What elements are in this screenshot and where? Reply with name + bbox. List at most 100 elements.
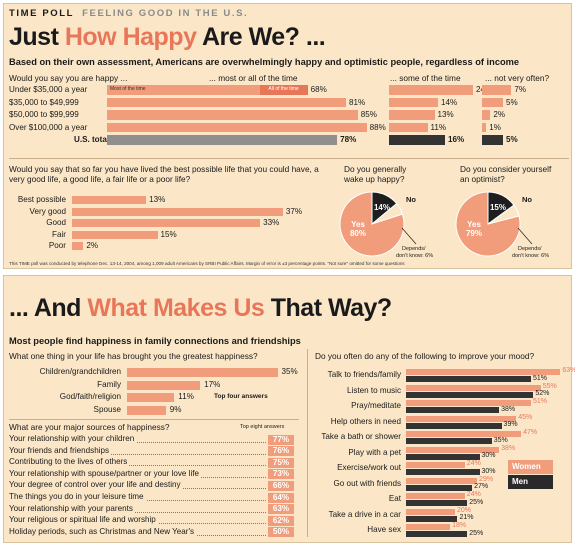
- mood-men-value: 25%: [469, 529, 484, 537]
- mood-men-bar: [406, 422, 502, 429]
- pie-slice-yes: [339, 191, 405, 257]
- life-value: 2%: [86, 241, 99, 251]
- life-label: Poor: [48, 241, 66, 251]
- source-leader: [12, 453, 266, 455]
- mood-men-value: 35%: [493, 436, 508, 444]
- mood-men-bar: [406, 391, 534, 398]
- greatest-value: 35%: [281, 367, 298, 376]
- life-bar: [72, 219, 261, 228]
- happiness-panel: TIME POLL FEELING GOOD IN THE U.S. Just …: [3, 3, 572, 269]
- greatest-label: God/faith/religion: [59, 392, 121, 402]
- pie-slice-yes: [455, 191, 521, 257]
- mood-women-bar: [406, 446, 500, 453]
- mood-men-bar: [406, 407, 500, 413]
- mood-men-bar: [406, 484, 473, 491]
- mood-women-value: 24%: [466, 460, 481, 467]
- source-value: 62%: [268, 515, 294, 526]
- life-value: 15%: [160, 229, 177, 239]
- mood-women-bar: [406, 508, 455, 515]
- pie-no-value: 15%: [490, 203, 506, 212]
- mood-label: Exercise/work out: [337, 463, 401, 472]
- some-value: 11%: [430, 122, 447, 132]
- source-leader: [12, 442, 266, 443]
- inbar-label-all: All of the time: [268, 86, 299, 92]
- mood-men-bar: [406, 438, 492, 444]
- source-value: 64%: [268, 492, 294, 503]
- mood-label: Pray/meditate: [351, 401, 401, 410]
- life-label: Very good: [29, 206, 66, 216]
- title-part-2: How Happy: [64, 23, 197, 51]
- pie-leader-line: [401, 227, 417, 245]
- greatest-value: 17%: [204, 379, 221, 389]
- mood-women-value: 63%: [562, 367, 575, 374]
- most-value: 85%: [360, 110, 377, 119]
- top-four-note: Top four answers: [214, 393, 268, 400]
- question-best-life: Would you say that so far you have lived…: [9, 164, 319, 184]
- question-happy: Would you say you are happy ...: [9, 73, 128, 83]
- question-wake-up-happy: Do you generally wake up happy?: [344, 164, 407, 184]
- pie-yes-label: Yes: [467, 220, 481, 229]
- not-bar: [482, 122, 487, 132]
- some-value: 14%: [441, 97, 458, 107]
- some-bar: [389, 97, 438, 107]
- life-bar: [72, 207, 283, 216]
- title2-part-2: What Makes Us: [87, 294, 265, 322]
- some-bar: [389, 135, 445, 145]
- mood-women-bar: [406, 369, 561, 375]
- legend-men: Men: [508, 475, 553, 489]
- not-value: 5%: [506, 97, 518, 107]
- source-leader: [12, 511, 266, 513]
- kicker-time-poll: TIME POLL: [9, 8, 74, 19]
- legend-men-label: Men: [512, 477, 528, 486]
- mood-women-value: 45%: [518, 413, 533, 421]
- subtitle: Based on their own assessment, Americans…: [9, 57, 520, 67]
- life-label: Good: [46, 218, 66, 228]
- mood-women-value: 18%: [452, 522, 467, 529]
- source-label: Your relationship with your children: [9, 434, 137, 443]
- mood-men-value: 30%: [481, 467, 496, 475]
- life-value: 13%: [149, 195, 166, 204]
- title2-part-1: ... And: [9, 294, 88, 322]
- source-label: Your degree of control over your life an…: [9, 480, 183, 490]
- income-label: Over $100,000 a year: [9, 122, 88, 132]
- pie-no-label: No: [522, 195, 532, 204]
- not-bar: [482, 85, 512, 95]
- life-value: 33%: [263, 218, 280, 228]
- most-bar: [107, 85, 308, 95]
- sources-panel: ... And What Makes Us That Way? Most peo…: [3, 275, 575, 543]
- question-major-sources: What are your major sources of happiness…: [9, 422, 170, 432]
- question-improve-mood: Do you often do any of the following to …: [315, 351, 535, 361]
- some-bar: [389, 122, 428, 132]
- pie-yes-value: 80%: [350, 229, 366, 238]
- mood-label: Listen to music: [347, 385, 401, 395]
- mood-label: Take a drive in a car: [328, 509, 401, 519]
- mood-women-bar: [406, 462, 465, 468]
- mood-women-bar: [406, 431, 522, 437]
- income-label: U.S. total: [74, 135, 110, 144]
- source-label: Your relationship with spouse/partner or…: [9, 468, 202, 478]
- source-label: Holiday periods, such as Christmas and N…: [9, 526, 197, 536]
- not-bar: [482, 110, 491, 120]
- column-header-not: ... not very often?: [485, 73, 550, 83]
- most-value: 81%: [348, 97, 366, 107]
- greatest-label: Spouse: [93, 404, 121, 414]
- divider: [9, 158, 569, 159]
- income-label: $35,000 to $49,999: [9, 97, 79, 107]
- income-label: $50,000 to $99,999: [9, 110, 79, 119]
- title-part-1: Just: [9, 23, 65, 51]
- source-label: Contributing to the lives of others: [9, 457, 130, 467]
- section-title: ... And What Makes Us That Way?: [9, 294, 392, 323]
- not-value: 5%: [506, 135, 518, 144]
- mood-men-value: 30%: [481, 452, 496, 459]
- pie-depends-label: Depends/: [518, 246, 542, 252]
- greatest-value: 9%: [169, 404, 182, 414]
- greatest-value: 11%: [178, 392, 194, 402]
- section-subtitle: Most people find happiness in family con…: [9, 336, 301, 346]
- question-optimist: Do you consider yourself an optimist?: [460, 164, 552, 184]
- title2-part-3: That Way?: [264, 294, 392, 322]
- mood-men-value: 25%: [469, 498, 484, 506]
- source-value: 76%: [268, 446, 294, 457]
- pie-yes-value: 79%: [466, 229, 482, 238]
- some-bar: [389, 85, 473, 95]
